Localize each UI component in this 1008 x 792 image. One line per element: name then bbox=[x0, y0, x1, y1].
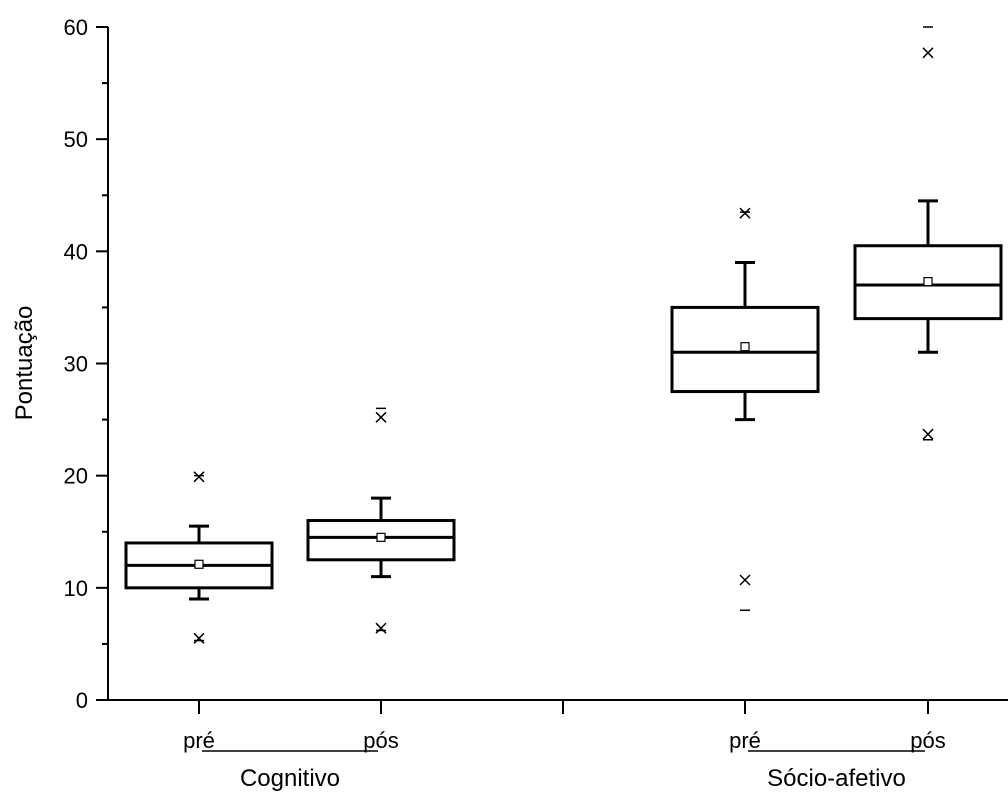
box-0-1 bbox=[306, 407, 456, 634]
y-axis-title: Pontuação bbox=[11, 306, 38, 421]
category-label: pós bbox=[910, 728, 945, 753]
category-label: pós bbox=[363, 728, 398, 753]
y-tick-label: 40 bbox=[64, 239, 88, 264]
group-label: Cognitivo bbox=[240, 765, 340, 792]
iqr-box bbox=[306, 519, 456, 562]
mean-marker bbox=[376, 532, 386, 542]
y-ticks: 0 10 20 30 40 50 60 bbox=[64, 15, 108, 713]
y-tick-label: 20 bbox=[64, 464, 88, 489]
iqr-box bbox=[853, 244, 1003, 321]
category-label: pré bbox=[729, 728, 761, 753]
group-label: Sócio-afetivo bbox=[767, 765, 906, 792]
y-tick-label: 30 bbox=[64, 352, 88, 377]
upper-x-marker bbox=[922, 47, 934, 59]
lower-x-marker bbox=[375, 622, 387, 634]
upper-x-marker bbox=[375, 411, 387, 423]
y-tick-label: 0 bbox=[76, 688, 88, 713]
category-label: pré bbox=[183, 728, 215, 753]
mean-marker bbox=[923, 277, 933, 287]
y-axis: 0 10 20 30 40 50 60 Pontuação bbox=[11, 15, 109, 713]
mean-marker bbox=[194, 559, 204, 569]
upper-x-marker bbox=[193, 471, 205, 483]
upper-x-marker bbox=[739, 207, 751, 219]
lower-x-marker bbox=[739, 574, 751, 586]
lower-x-marker bbox=[922, 428, 934, 440]
y-tick-label: 50 bbox=[64, 127, 88, 152]
box-0-0 bbox=[124, 471, 274, 644]
boxes bbox=[124, 26, 1003, 644]
mean-marker bbox=[740, 342, 750, 352]
y-tick-label: 60 bbox=[64, 15, 88, 40]
box-1-0 bbox=[670, 207, 820, 612]
lower-x-marker bbox=[193, 632, 205, 644]
iqr-box bbox=[670, 305, 820, 394]
y-tick-label: 10 bbox=[64, 576, 88, 601]
box-1-1 bbox=[853, 26, 1003, 441]
